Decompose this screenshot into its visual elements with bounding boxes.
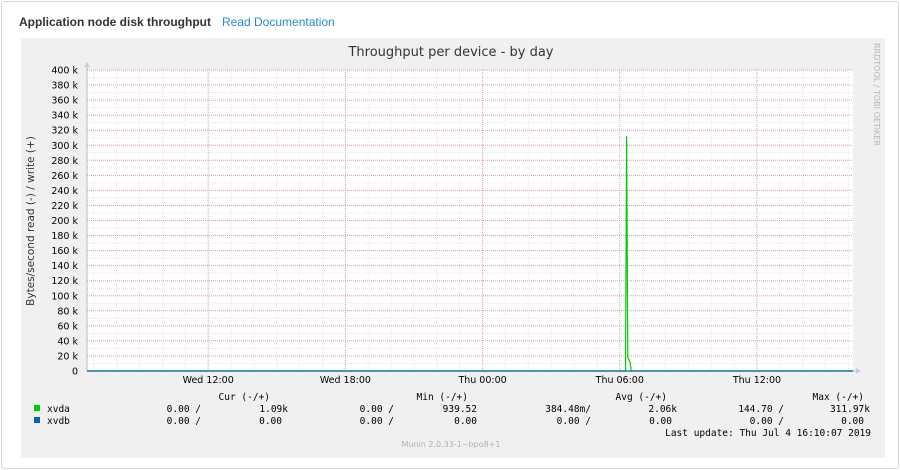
y-tick-label: 280 k xyxy=(51,156,78,167)
y-tick-label: 380 k xyxy=(51,81,78,92)
last-update: Last update: Thu Jul 4 16:10:07 2019 xyxy=(665,428,871,439)
legend-cell: 939.52 xyxy=(443,404,477,415)
y-tick-label: 260 k xyxy=(51,171,78,182)
legend-header-max: Max (-/+) xyxy=(813,392,864,403)
legend-cell: 0.00 / xyxy=(360,404,394,415)
munin-version: Munin 2.0.33-1~bpo8+1 xyxy=(402,440,501,449)
y-tick-label: 300 k xyxy=(51,141,78,152)
y-axis-arrow xyxy=(84,62,90,67)
legend-header-cur: Cur (-/+) xyxy=(219,392,270,403)
legend-cell: 384.48m/ xyxy=(545,404,591,415)
y-tick-label: 240 k xyxy=(51,186,78,197)
legend-cell: 2.06k xyxy=(648,404,677,415)
read-documentation-link[interactable]: Read Documentation xyxy=(221,15,335,29)
series xyxy=(87,136,853,372)
grid xyxy=(87,69,853,372)
legend-row-xvda: xvda 0.00 / 1.09k 0.00 / 939.52 384.48m/… xyxy=(34,404,870,415)
legend-cell: 0.00 / xyxy=(557,416,591,427)
legend-cell: 0.00 / xyxy=(167,416,201,427)
legend-series-name: xvda xyxy=(47,404,70,415)
y-tick-label: 220 k xyxy=(51,201,78,212)
y-tick-label: 80 k xyxy=(57,306,78,317)
throughput-graph: Throughput per device - by day Bytes/sec… xyxy=(21,38,885,458)
x-axis-arrow xyxy=(856,368,861,374)
legend: Cur (-/+) Min (-/+) Avg (-/+) Max (-/+) … xyxy=(34,392,871,439)
chart-title: Throughput per device - by day xyxy=(347,45,553,60)
legend-row-xvdb: xvdb 0.00 / 0.00 0.00 / 0.00 0.00 / 0.00… xyxy=(34,416,864,427)
x-tick-label: Wed 18:00 xyxy=(320,375,371,386)
y-tick-label: 100 k xyxy=(51,291,78,302)
x-tick-label: Thu 12:00 xyxy=(732,375,781,386)
legend-series-name: xvdb xyxy=(47,416,70,427)
y-tick-label: 320 k xyxy=(51,126,78,137)
y-tick-label: 140 k xyxy=(51,261,78,272)
y-tick-label: 40 k xyxy=(57,336,78,347)
legend-cell: 0.00 xyxy=(649,416,672,427)
y-tick-label: 160 k xyxy=(51,246,78,257)
y-axis-label: Bytes/second read (-) / write (+) xyxy=(25,136,37,306)
legend-header-avg: Avg (-/+) xyxy=(616,392,667,403)
y-tick-label: 20 k xyxy=(57,351,78,362)
legend-cell: 0.00 xyxy=(259,416,282,427)
y-tick-label: 400 k xyxy=(51,66,78,77)
legend-swatch-xvda xyxy=(34,405,40,411)
x-tick-label: Thu 06:00 xyxy=(595,375,644,386)
legend-cell: 0.00 xyxy=(454,416,477,427)
throughput-chart: Throughput per device - by day Bytes/sec… xyxy=(25,43,881,449)
y-tick-label: 120 k xyxy=(51,276,78,287)
x-tick-label: Thu 00:00 xyxy=(457,375,506,386)
y-tick-label: 0 xyxy=(72,367,78,378)
legend-cell: 311.97k xyxy=(830,404,870,415)
y-tick-label: 180 k xyxy=(51,231,78,242)
y-tick-label: 60 k xyxy=(57,321,78,332)
legend-cell: 0.00 / xyxy=(360,416,394,427)
legend-cell: 0.00 / xyxy=(167,404,201,415)
legend-header-min: Min (-/+) xyxy=(417,392,468,403)
y-tick-label: 340 k xyxy=(51,111,78,122)
legend-cell: 144.70 / xyxy=(738,404,784,415)
legend-cell: 0.00 xyxy=(841,416,864,427)
rrdtool-watermark: RRDTOOL / TOBI OETIKER xyxy=(872,43,881,146)
legend-cell: 0.00 / xyxy=(750,416,784,427)
legend-cell: 1.09k xyxy=(259,404,288,415)
panel-header: Application node disk throughput Read Do… xyxy=(19,15,335,33)
x-tick-label: Wed 12:00 xyxy=(183,375,234,386)
legend-swatch-xvdb xyxy=(34,417,40,423)
y-tick-label: 360 k xyxy=(51,96,78,107)
y-tick-label: 200 k xyxy=(51,216,78,227)
panel-title: Application node disk throughput xyxy=(19,15,211,29)
